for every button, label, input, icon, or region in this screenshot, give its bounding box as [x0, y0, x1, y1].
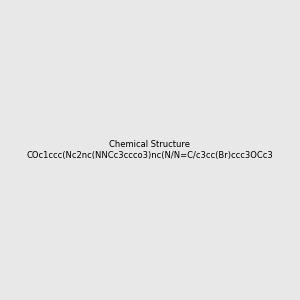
Text: Chemical Structure
COc1ccc(Nc2nc(NNCc3ccco3)nc(N/N=C/c3cc(Br)ccc3OCc3: Chemical Structure COc1ccc(Nc2nc(NNCc3cc… [27, 140, 273, 160]
